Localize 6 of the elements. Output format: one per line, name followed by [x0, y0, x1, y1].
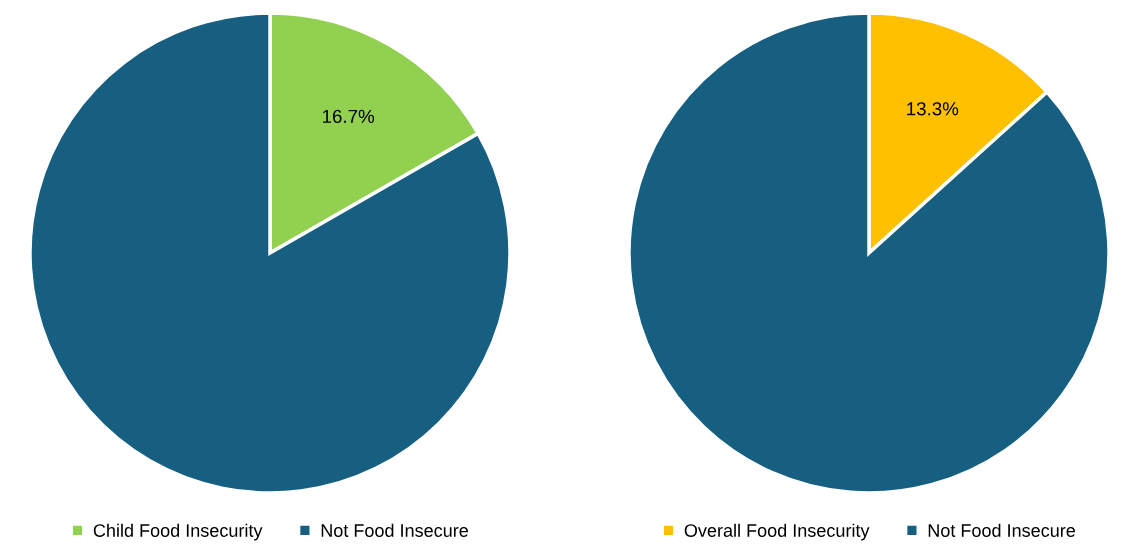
data-label: 13.3%: [907, 102, 959, 116]
legend-label: Not Food Insecure: [928, 523, 1076, 537]
legend-label: Overall Food Insecurity: [684, 523, 870, 541]
legend-label: Child Food Insecurity: [93, 523, 263, 541]
data-label: 16.7%: [322, 109, 375, 124]
legend-label: Not Food Insecure: [321, 523, 468, 537]
